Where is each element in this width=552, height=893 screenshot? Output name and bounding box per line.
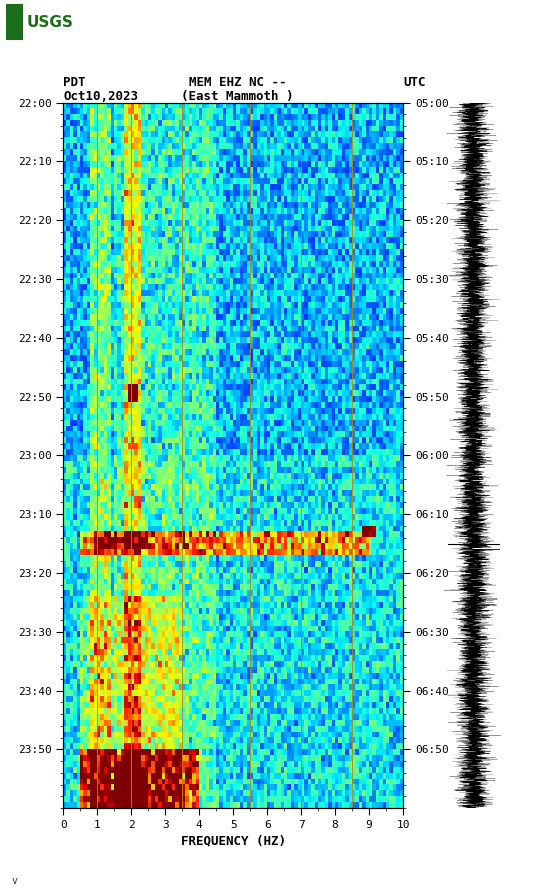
Text: v: v <box>11 876 17 886</box>
X-axis label: FREQUENCY (HZ): FREQUENCY (HZ) <box>181 834 286 847</box>
Text: Oct10,2023: Oct10,2023 <box>63 89 139 103</box>
Text: PDT: PDT <box>63 76 86 89</box>
Text: UTC: UTC <box>403 76 426 89</box>
Text: (East Mammoth ): (East Mammoth ) <box>181 89 294 103</box>
Text: USGS: USGS <box>26 15 73 29</box>
Text: MEM EHZ NC --: MEM EHZ NC -- <box>189 76 286 89</box>
FancyBboxPatch shape <box>6 4 23 40</box>
